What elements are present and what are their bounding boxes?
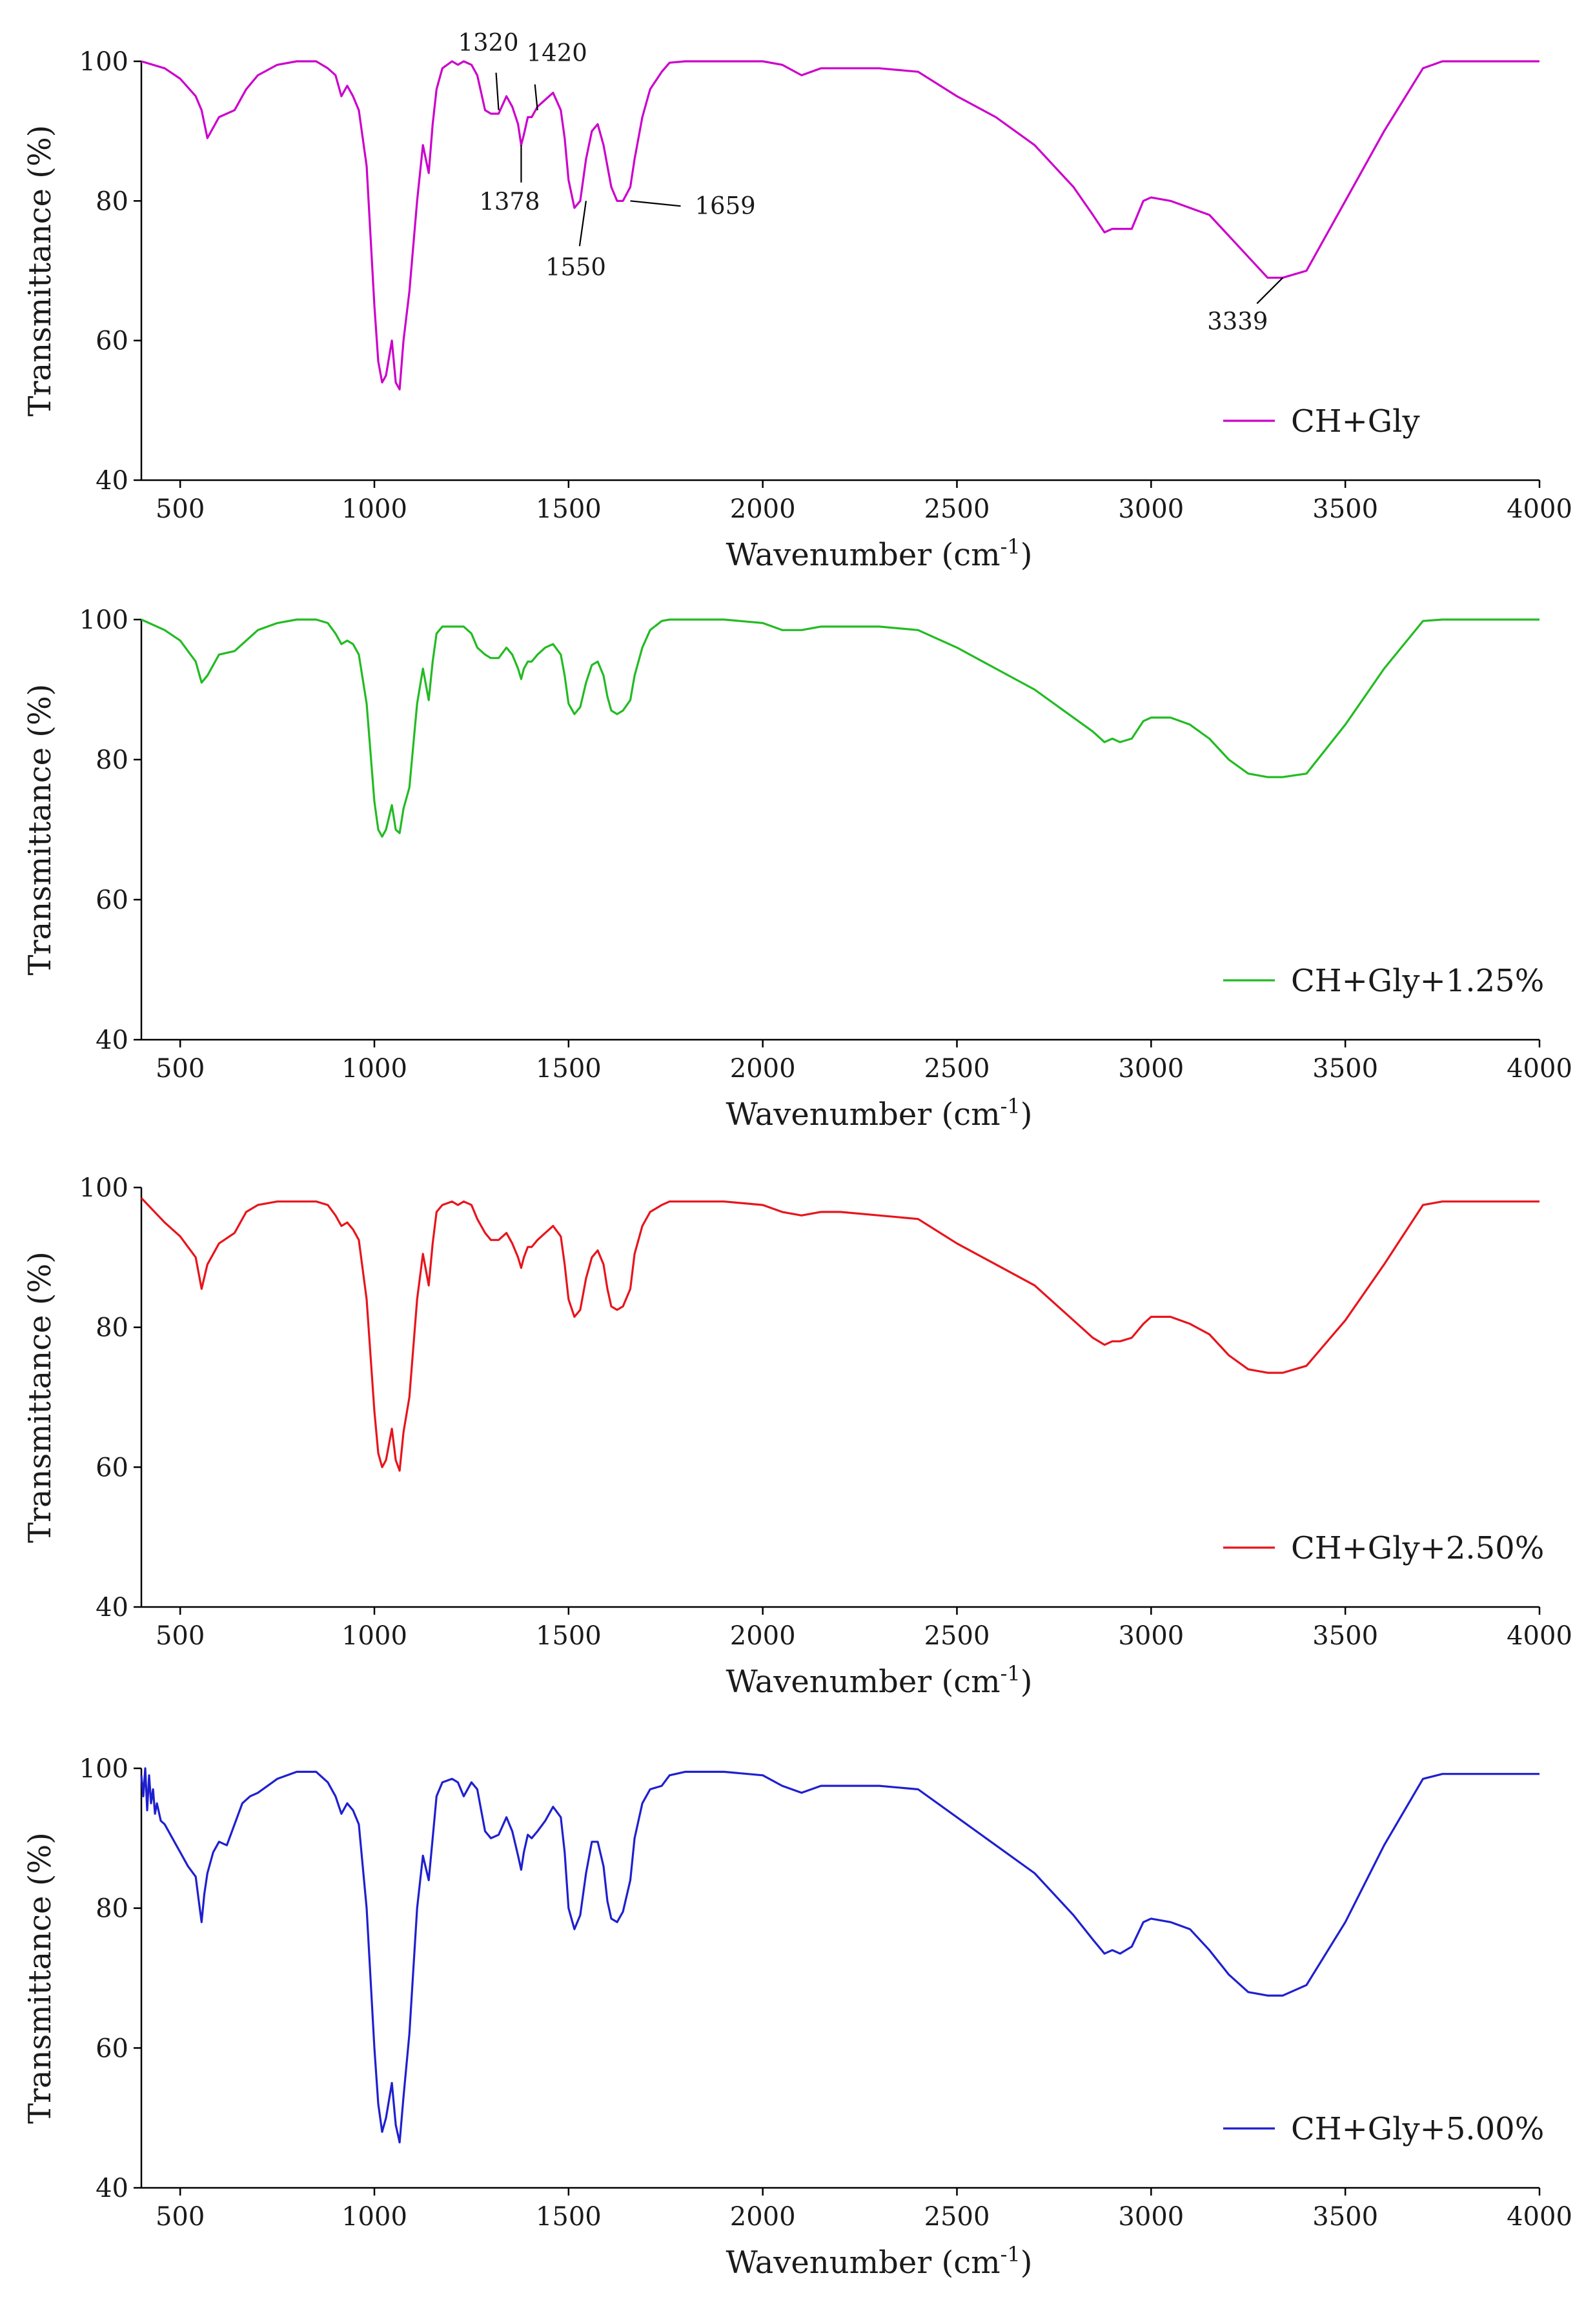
annotation-leader bbox=[1256, 277, 1284, 305]
y-tick-label: 40 bbox=[96, 2174, 128, 2203]
x-axis-title: Wavenumber (cm-1) bbox=[726, 1094, 1032, 1133]
x-tick-label: 1000 bbox=[341, 494, 407, 524]
x-tick-label: 500 bbox=[156, 494, 205, 524]
y-tick-label: 60 bbox=[96, 2034, 128, 2063]
x-tick-label: 2000 bbox=[730, 1621, 796, 1651]
legend-label: CH+Gly bbox=[1291, 403, 1420, 440]
annotation-label: 1378 bbox=[479, 188, 540, 216]
series-line bbox=[140, 1767, 1539, 2144]
series-line bbox=[141, 618, 1539, 838]
x-tick-label: 1500 bbox=[536, 1054, 602, 1084]
chart-panel-2: 500 1000 1500 2000 2500 3000 3500 4000 40 60 80 100… bbox=[22, 605, 1572, 1133]
annotation-leader bbox=[534, 84, 538, 110]
y-tick-label: 80 bbox=[96, 1894, 128, 1924]
x-tick-label: 2500 bbox=[924, 494, 990, 524]
y-tick-label: 100 bbox=[79, 1173, 128, 1203]
x-tick-label: 1500 bbox=[536, 2202, 602, 2232]
legend-label: CH+Gly+5.00% bbox=[1291, 2111, 1544, 2147]
legend-label: CH+Gly+2.50% bbox=[1291, 1530, 1544, 1566]
x-tick-label: 2000 bbox=[730, 1054, 796, 1084]
annotation-leader bbox=[495, 72, 500, 110]
x-tick-label: 4000 bbox=[1507, 1621, 1572, 1651]
x-tick-label: 3000 bbox=[1118, 1054, 1184, 1084]
chart-panel-4: 500 1000 1500 2000 2500 3000 3500 4000 40 60 80 100… bbox=[22, 1754, 1572, 2281]
y-tick-label: 100 bbox=[79, 47, 128, 77]
x-tick-label: 2500 bbox=[924, 1054, 990, 1084]
x-tick-label: 500 bbox=[156, 1621, 205, 1651]
y-tick-label: 80 bbox=[96, 1313, 128, 1343]
chart-panel-3: 500 1000 1500 2000 2500 3000 3500 4000 40 60 80 100… bbox=[22, 1173, 1572, 1700]
y-axis-title: Transmittance (%) bbox=[22, 1832, 58, 2124]
x-tick-label: 3000 bbox=[1118, 494, 1184, 524]
x-tick-label: 3500 bbox=[1312, 494, 1378, 524]
y-axis-title: Transmittance (%) bbox=[22, 1251, 58, 1543]
x-tick-label: 4000 bbox=[1507, 1054, 1572, 1084]
x-tick-label: 3500 bbox=[1312, 2202, 1378, 2232]
y-tick-label: 80 bbox=[96, 187, 128, 216]
annotation-label: 1659 bbox=[695, 192, 755, 219]
x-tick-label: 1500 bbox=[536, 1621, 602, 1651]
y-axis-title: Transmittance (%) bbox=[22, 684, 58, 976]
x-tick-label: 1000 bbox=[341, 1054, 407, 1084]
annotation-label: 1550 bbox=[545, 253, 606, 281]
y-tick-label: 60 bbox=[96, 1453, 128, 1482]
x-tick-label: 3500 bbox=[1312, 1621, 1378, 1651]
x-tick-label: 1500 bbox=[536, 494, 602, 524]
x-tick-label: 2000 bbox=[730, 2202, 796, 2232]
y-tick-label: 80 bbox=[96, 745, 128, 775]
x-axis-title: Wavenumber (cm-1) bbox=[726, 2242, 1032, 2281]
y-tick-label: 60 bbox=[96, 327, 128, 356]
y-tick-label: 40 bbox=[96, 466, 128, 496]
x-axis-title: Wavenumber (cm-1) bbox=[726, 1661, 1032, 1700]
x-tick-label: 3000 bbox=[1118, 2202, 1184, 2232]
y-axis-title: Transmittance (%) bbox=[22, 125, 58, 417]
series-line bbox=[140, 1197, 1539, 1472]
x-tick-label: 500 bbox=[156, 2202, 205, 2232]
annotation-label: 1420 bbox=[527, 39, 587, 67]
x-tick-label: 1000 bbox=[341, 1621, 407, 1651]
x-tick-label: 4000 bbox=[1507, 2202, 1572, 2232]
x-axis-title: Wavenumber (cm-1) bbox=[726, 534, 1032, 573]
y-tick-label: 40 bbox=[96, 1593, 128, 1622]
x-tick-label: 2000 bbox=[730, 494, 796, 524]
x-tick-label: 2500 bbox=[924, 1621, 990, 1651]
y-tick-label: 60 bbox=[96, 885, 128, 915]
annotation-label: 1320 bbox=[458, 29, 518, 57]
chart-panel-1: 500 1000 1500 2000 2500 3000 3500 4000 40 60 80 100… bbox=[22, 29, 1572, 573]
series-line bbox=[141, 60, 1539, 390]
annotation-leader bbox=[578, 201, 587, 247]
y-tick-label: 100 bbox=[79, 1754, 128, 1784]
x-tick-label: 3500 bbox=[1312, 1054, 1378, 1084]
x-tick-label: 2500 bbox=[924, 2202, 990, 2232]
y-tick-label: 40 bbox=[96, 1026, 128, 1055]
annotation-leader bbox=[630, 200, 681, 207]
y-tick-label: 100 bbox=[79, 605, 128, 635]
annotation-label: 3339 bbox=[1207, 307, 1268, 335]
legend-label: CH+Gly+1.25% bbox=[1291, 963, 1544, 999]
x-tick-label: 500 bbox=[156, 1054, 205, 1084]
x-tick-label: 4000 bbox=[1507, 494, 1572, 524]
x-tick-label: 3000 bbox=[1118, 1621, 1184, 1651]
x-tick-label: 1000 bbox=[341, 2202, 407, 2232]
